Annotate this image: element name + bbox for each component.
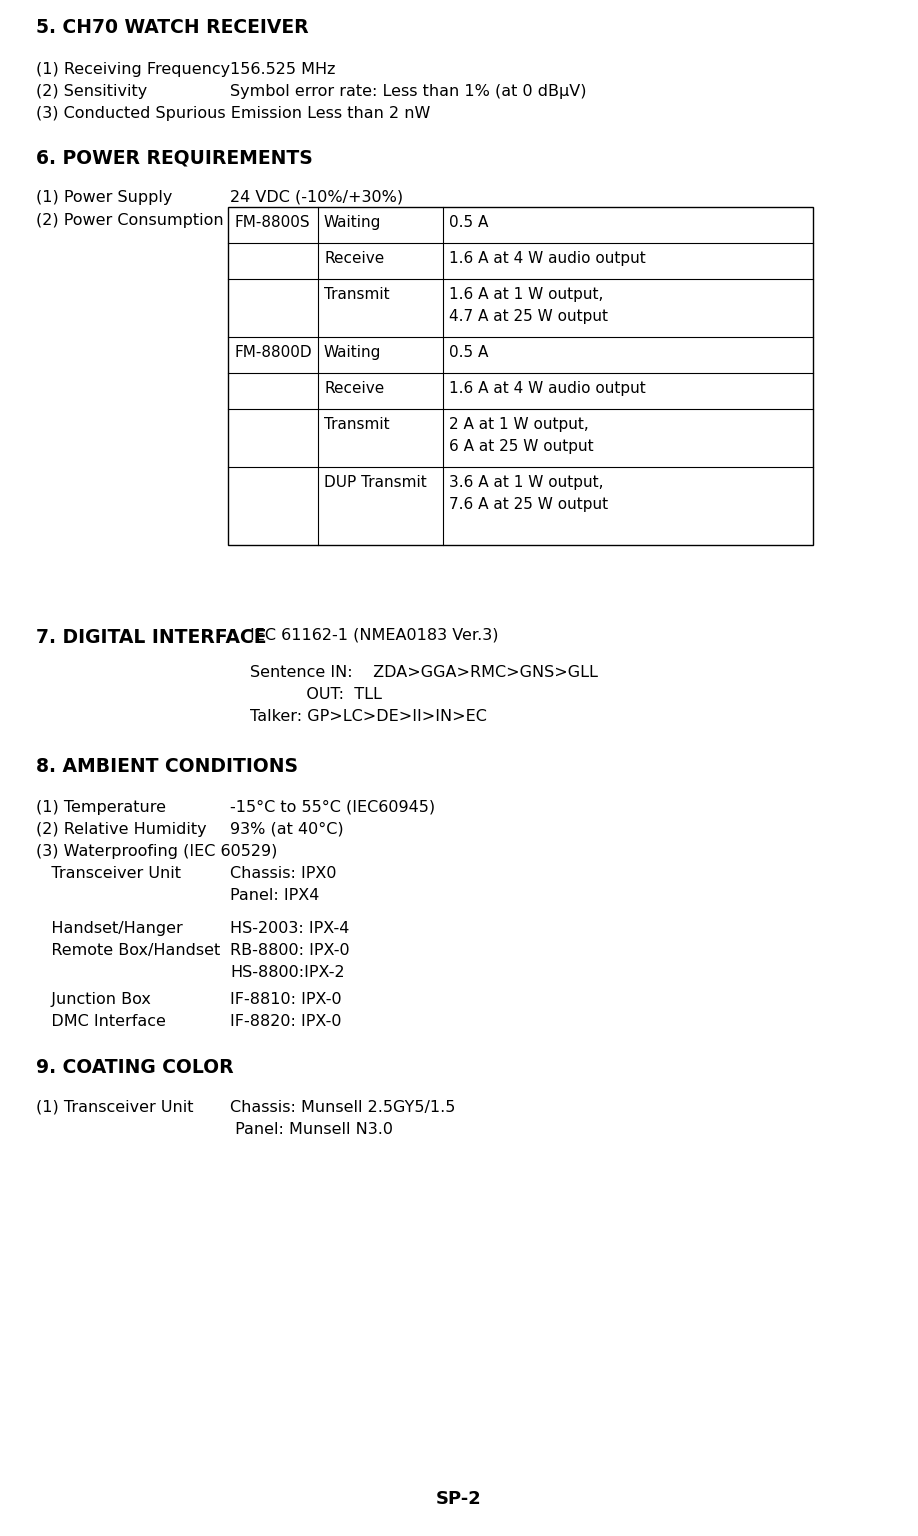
Text: Receive: Receive <box>324 381 385 396</box>
Text: IEC 61162-1 (NMEA0183 Ver.3): IEC 61162-1 (NMEA0183 Ver.3) <box>250 628 498 644</box>
Text: Talker: GP>LC>DE>II>IN>EC: Talker: GP>LC>DE>II>IN>EC <box>250 710 487 723</box>
Text: Junction Box: Junction Box <box>36 992 151 1008</box>
Text: Chassis: IPX0: Chassis: IPX0 <box>230 866 337 882</box>
Text: (2) Power Consumption: (2) Power Consumption <box>36 214 224 227</box>
Text: Handset/Hanger: Handset/Hanger <box>36 922 183 935</box>
Text: (1) Receiving Frequency: (1) Receiving Frequency <box>36 61 230 77</box>
Text: 24 VDC (-10%/+30%): 24 VDC (-10%/+30%) <box>230 190 403 204</box>
Text: Symbol error rate: Less than 1% (at 0 dBμV): Symbol error rate: Less than 1% (at 0 dB… <box>230 84 587 98</box>
Text: DMC Interface: DMC Interface <box>36 1014 166 1029</box>
Text: 3.6 A at 1 W output,: 3.6 A at 1 W output, <box>449 475 603 490</box>
Text: 0.5 A: 0.5 A <box>449 215 488 230</box>
Text: 1.6 A at 1 W output,: 1.6 A at 1 W output, <box>449 287 603 303</box>
Text: (1) Temperature: (1) Temperature <box>36 800 166 816</box>
Text: 9. COATING COLOR: 9. COATING COLOR <box>36 1058 233 1077</box>
Text: Transmit: Transmit <box>324 287 389 303</box>
Text: 93% (at 40°C): 93% (at 40°C) <box>230 822 343 837</box>
Text: Panel: Munsell N3.0: Panel: Munsell N3.0 <box>230 1121 393 1137</box>
Text: 8. AMBIENT CONDITIONS: 8. AMBIENT CONDITIONS <box>36 757 298 776</box>
Text: 7. DIGITAL INTERFACE: 7. DIGITAL INTERFACE <box>36 628 266 647</box>
Text: Transceiver Unit: Transceiver Unit <box>36 866 181 882</box>
Text: IF-8820: IPX-0: IF-8820: IPX-0 <box>230 1014 341 1029</box>
Text: 0.5 A: 0.5 A <box>449 346 488 359</box>
Text: 6 A at 25 W output: 6 A at 25 W output <box>449 439 594 455</box>
Text: 156.525 MHz: 156.525 MHz <box>230 61 335 77</box>
Text: RB-8800: IPX-0: RB-8800: IPX-0 <box>230 943 350 958</box>
Text: HS-8800:IPX-2: HS-8800:IPX-2 <box>230 965 344 980</box>
Text: 6. POWER REQUIREMENTS: 6. POWER REQUIREMENTS <box>36 147 313 167</box>
Text: Remote Box/Handset: Remote Box/Handset <box>36 943 220 958</box>
Text: OUT:  TLL: OUT: TLL <box>250 687 382 702</box>
Text: Waiting: Waiting <box>324 215 381 230</box>
Text: 4.7 A at 25 W output: 4.7 A at 25 W output <box>449 309 608 324</box>
Text: (2) Relative Humidity: (2) Relative Humidity <box>36 822 207 837</box>
Text: 1.6 A at 4 W audio output: 1.6 A at 4 W audio output <box>449 381 645 396</box>
Text: Sentence IN:    ZDA>GGA>RMC>GNS>GLL: Sentence IN: ZDA>GGA>RMC>GNS>GLL <box>250 665 598 680</box>
Text: Chassis: Munsell 2.5GY5/1.5: Chassis: Munsell 2.5GY5/1.5 <box>230 1100 455 1115</box>
Text: (1) Power Supply: (1) Power Supply <box>36 190 173 204</box>
Text: 2 A at 1 W output,: 2 A at 1 W output, <box>449 416 588 432</box>
Text: IF-8810: IPX-0: IF-8810: IPX-0 <box>230 992 341 1008</box>
Text: Panel: IPX4: Panel: IPX4 <box>230 888 319 903</box>
Text: (3) Waterproofing (IEC 60529): (3) Waterproofing (IEC 60529) <box>36 843 277 859</box>
Text: (3) Conducted Spurious Emission Less than 2 nW: (3) Conducted Spurious Emission Less tha… <box>36 106 431 121</box>
Text: -15°C to 55°C (IEC60945): -15°C to 55°C (IEC60945) <box>230 800 435 816</box>
Text: SP-2: SP-2 <box>436 1490 482 1508</box>
Text: 5. CH70 WATCH RECEIVER: 5. CH70 WATCH RECEIVER <box>36 18 308 37</box>
Text: DUP Transmit: DUP Transmit <box>324 475 427 490</box>
Text: (2) Sensitivity: (2) Sensitivity <box>36 84 147 98</box>
Text: Receive: Receive <box>324 250 385 266</box>
Text: (1) Transceiver Unit: (1) Transceiver Unit <box>36 1100 194 1115</box>
Text: HS-2003: IPX-4: HS-2003: IPX-4 <box>230 922 350 935</box>
Text: 1.6 A at 4 W audio output: 1.6 A at 4 W audio output <box>449 250 645 266</box>
Text: FM-8800D: FM-8800D <box>234 346 311 359</box>
Text: Transmit: Transmit <box>324 416 389 432</box>
Bar <box>228 207 813 545</box>
Text: Waiting: Waiting <box>324 346 381 359</box>
Text: FM-8800S: FM-8800S <box>234 215 309 230</box>
Text: 7.6 A at 25 W output: 7.6 A at 25 W output <box>449 498 608 511</box>
